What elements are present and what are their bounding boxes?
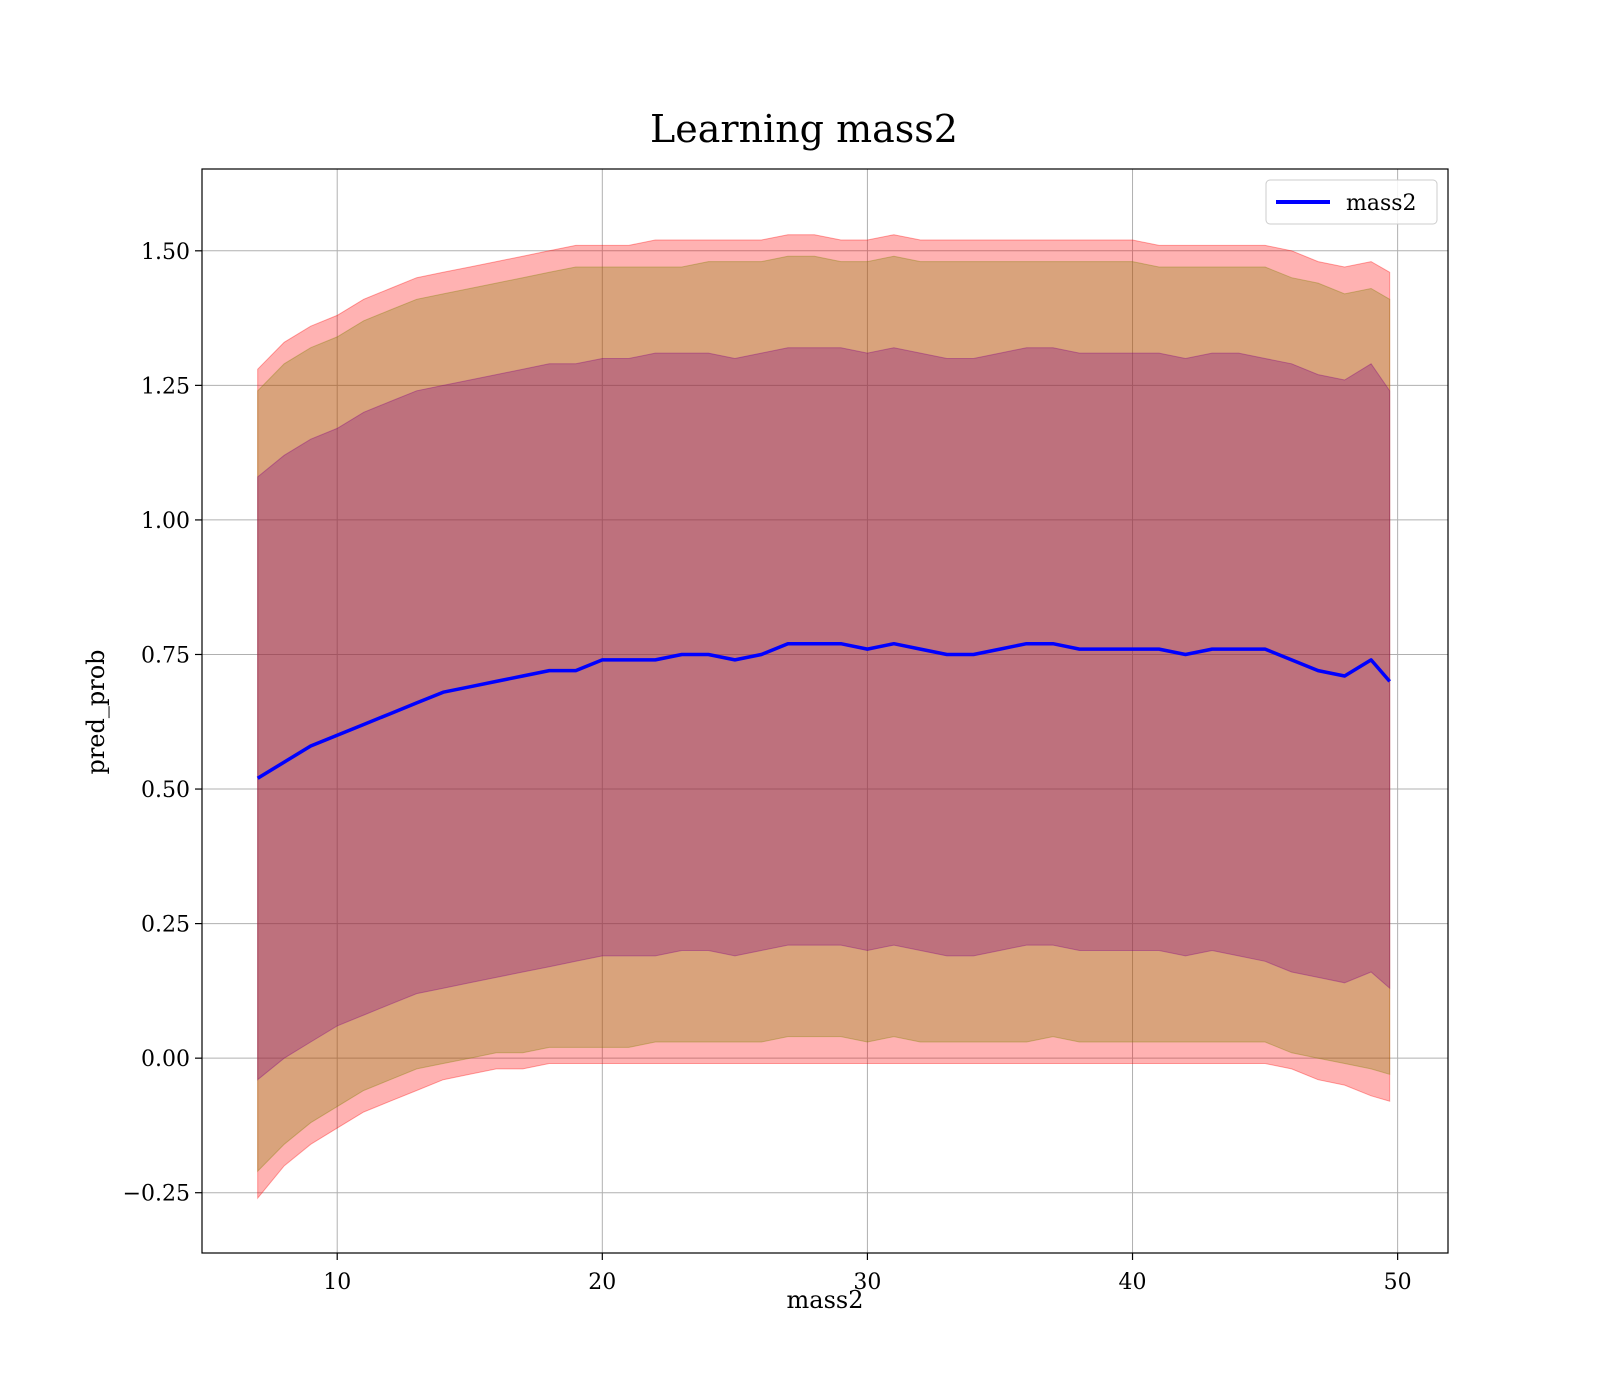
y-tick-label: 0.00 [141,1047,190,1072]
y-tick-label: 0.50 [141,778,190,803]
y-tick-label: 1.00 [141,509,190,534]
confidence-band-1 [257,255,1391,1173]
confidence-bands [257,234,1391,1200]
y-axis-label: pred_prob [82,649,110,774]
confidence-band-2 [257,347,1391,1081]
y-tick-label: 1.50 [141,240,190,265]
series-lines [256,641,1392,780]
series-line-mass2 [256,641,1392,780]
legend: mass2 [1265,179,1438,225]
y-tick-label: 0.25 [141,913,190,938]
axis-ticks: 10 20 30 40 50 −0.25 0.00 0.25 0.50 0.75 1.00 1.25 1… [123,240,1412,1295]
grid [202,169,1448,1253]
x-tick-label: 10 [323,1270,351,1295]
y-tick-label: −0.25 [123,1182,190,1207]
legend-box [1265,179,1438,225]
legend-label-mass2: mass2 [1346,191,1417,216]
x-tick-label: 20 [588,1270,616,1295]
x-tick-label: 30 [853,1270,881,1295]
confidence-band-0 [257,234,1391,1200]
x-tick-label: 50 [1384,1270,1412,1295]
y-tick-label: 1.25 [141,374,190,399]
chart-title: Learning mass2 [650,107,958,151]
y-tick-label: 0.75 [141,643,190,668]
x-tick-label: 40 [1119,1270,1147,1295]
plot-frame [201,168,1449,1254]
x-axis-label: mass2 [787,1286,864,1314]
